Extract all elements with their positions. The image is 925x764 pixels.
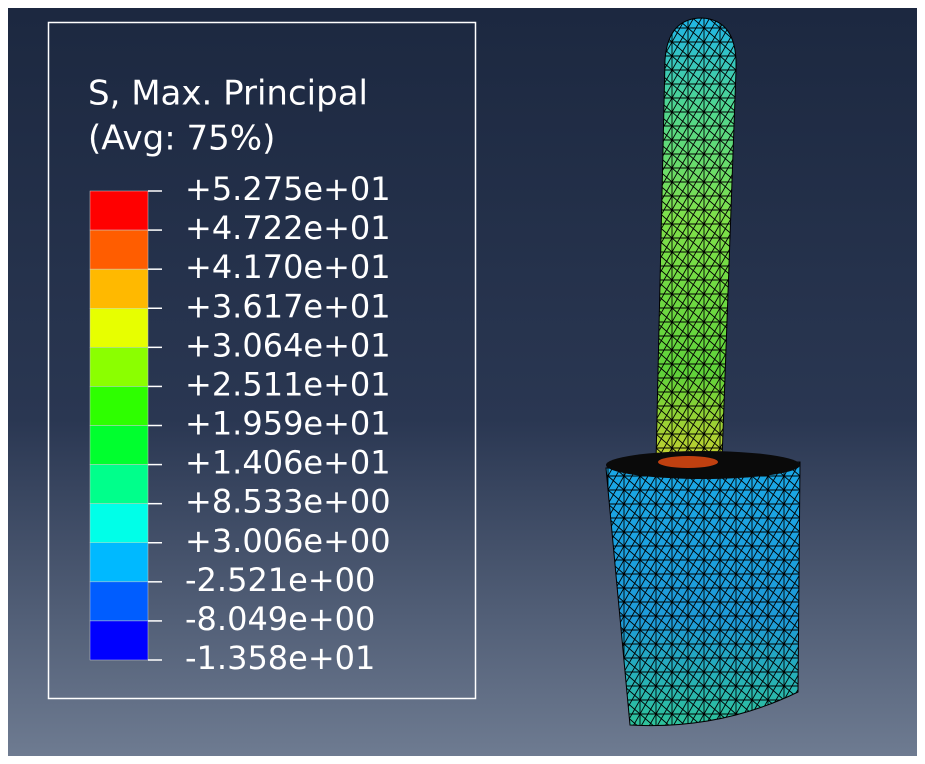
legend-label: +3.617e+01 <box>185 287 391 325</box>
legend-label: +3.006e+00 <box>185 522 391 560</box>
color-band <box>90 465 148 504</box>
color-band <box>90 347 148 386</box>
color-band <box>90 426 148 465</box>
color-band <box>90 386 148 425</box>
legend-label: -2.521e+00 <box>185 561 375 599</box>
color-band <box>90 269 148 308</box>
page: S, Max. Principal (Avg: 75%) +5.275e+01+… <box>0 0 925 764</box>
legend-label: +4.722e+01 <box>185 209 391 247</box>
legend-label: +4.170e+01 <box>185 248 391 286</box>
legend-label: +1.406e+01 <box>185 444 391 482</box>
color-band <box>90 582 148 621</box>
color-band <box>90 191 148 230</box>
legend-label: -8.049e+00 <box>185 600 375 638</box>
legend-label: +5.275e+01 <box>185 170 391 208</box>
legend-label: +8.533e+00 <box>185 483 391 521</box>
viewport: S, Max. Principal (Avg: 75%) +5.275e+01+… <box>0 0 925 764</box>
color-bar: +5.275e+01+4.722e+01+4.170e+01+3.617e+01… <box>90 170 391 677</box>
legend-label: +3.064e+01 <box>185 326 391 364</box>
legend-title: S, Max. Principal <box>88 74 368 114</box>
color-band <box>90 308 148 347</box>
color-band <box>90 621 148 660</box>
color-band <box>90 504 148 543</box>
legend-label: +1.959e+01 <box>185 405 391 443</box>
legend-label: -1.358e+01 <box>185 639 375 677</box>
color-band <box>90 543 148 582</box>
color-band <box>90 230 148 269</box>
legend-label: +2.511e+01 <box>185 365 391 403</box>
legend-subtitle: (Avg: 75%) <box>88 119 275 159</box>
